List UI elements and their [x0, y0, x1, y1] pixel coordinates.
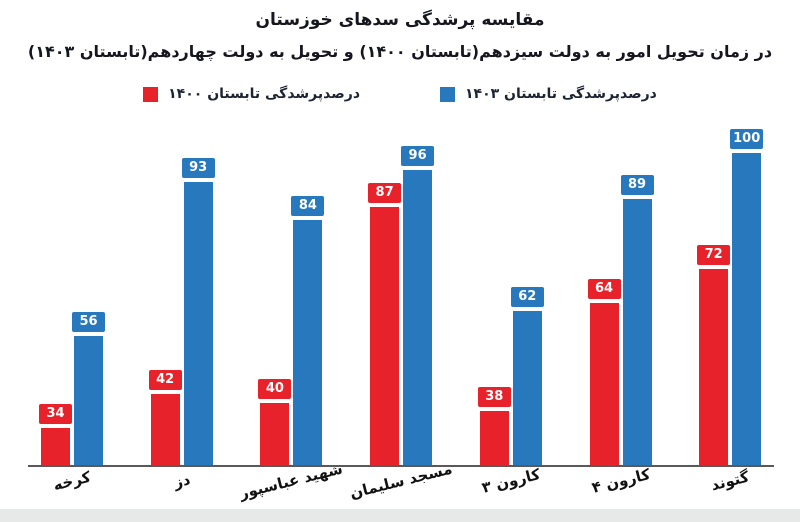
legend-label-1400: درصدپرشدگی تابستان ۱۴۰۰ [168, 86, 360, 102]
bar-value-label: 64 [587, 278, 621, 299]
bar-summer-1403 [183, 182, 213, 465]
bar-summer-1403 [622, 198, 652, 465]
bar-summer-1400 [260, 402, 290, 465]
chart-title: مقایسه پرشدگی سدهای خوزستان [255, 10, 545, 30]
chart-legend: درصدپرشدگی تابستان ۱۴۰۰ درصدپرشدگی تابست… [0, 86, 800, 102]
legend-item-1400: درصدپرشدگی تابستان ۱۴۰۰ [143, 86, 360, 102]
bar-summer-1403 [512, 311, 542, 465]
bar-summer-1400 [370, 207, 400, 465]
bar-summer-1403 [732, 153, 762, 465]
bar-summer-1400 [150, 394, 180, 465]
bar-summer-1400 [699, 269, 729, 465]
legend-label-1403: درصدپرشدگی تابستان ۱۴۰۳ [465, 86, 657, 102]
chart-subtitle: در زمان تحویل امور به دولت سیزدهم(تابستا… [27, 42, 773, 61]
legend-item-1403: درصدپرشدگی تابستان ۱۴۰۳ [440, 86, 657, 102]
bottom-gray-strip [0, 509, 800, 522]
legend-swatch-red [143, 86, 159, 102]
bar-value-label: 72 [697, 245, 731, 266]
bar-value-label: 40 [258, 378, 292, 399]
bar-value-label: 84 [291, 195, 325, 216]
bar-summer-1400 [589, 302, 619, 465]
bar-value-label: 56 [72, 312, 105, 333]
bar-summer-1403 [74, 336, 103, 465]
bar-value-label: 42 [148, 370, 182, 391]
legend-swatch-blue [440, 86, 455, 102]
bar-value-label: 38 [477, 386, 511, 407]
bar-value-label: 96 [401, 145, 435, 166]
x-axis-line [28, 465, 774, 467]
bar-summer-1400 [479, 410, 509, 465]
bar-value-label: 89 [620, 174, 654, 195]
bar-summer-1403 [403, 169, 433, 465]
bar-value-label: 62 [510, 287, 544, 308]
bar-summer-1403 [293, 219, 323, 465]
bar-summer-1400 [41, 427, 70, 465]
bar-value-label: 87 [368, 183, 402, 204]
bar-value-label: 34 [39, 403, 72, 424]
bar-value-label: 100 [730, 129, 764, 149]
bar-value-label: 93 [181, 158, 215, 179]
